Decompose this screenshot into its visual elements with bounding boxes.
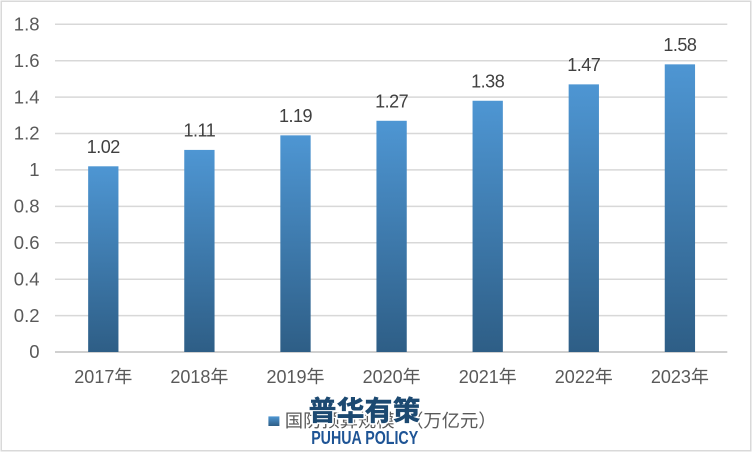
svg-text:PUHUA POLICY: PUHUA POLICY: [311, 428, 418, 448]
svg-text:2021: 2021: [459, 367, 499, 387]
svg-text:1.38: 1.38: [471, 72, 505, 92]
svg-text:1.6: 1.6: [14, 50, 40, 71]
svg-text:1.11: 1.11: [184, 121, 216, 141]
svg-text:1.02: 1.02: [87, 137, 121, 157]
svg-text:1.4: 1.4: [14, 86, 40, 107]
svg-text:1.47: 1.47: [567, 55, 601, 75]
svg-text:2022: 2022: [555, 367, 595, 387]
svg-text:2018: 2018: [170, 367, 210, 387]
svg-text:1.8: 1.8: [14, 14, 40, 35]
svg-text:2017: 2017: [74, 367, 114, 387]
svg-text:1.27: 1.27: [375, 92, 409, 112]
svg-text:2019: 2019: [267, 367, 307, 387]
svg-text:0.6: 0.6: [14, 232, 40, 253]
svg-text:1: 1: [29, 159, 39, 180]
svg-text:0.4: 0.4: [14, 268, 40, 289]
svg-text:2020: 2020: [363, 367, 403, 387]
svg-text:1.19: 1.19: [279, 106, 313, 126]
svg-text:1.58: 1.58: [663, 35, 697, 55]
svg-text:0.2: 0.2: [14, 305, 40, 326]
svg-text:0.8: 0.8: [14, 196, 40, 217]
svg-text:0: 0: [29, 341, 39, 362]
svg-text:2023: 2023: [651, 367, 691, 387]
svg-text:1.2: 1.2: [14, 123, 40, 144]
